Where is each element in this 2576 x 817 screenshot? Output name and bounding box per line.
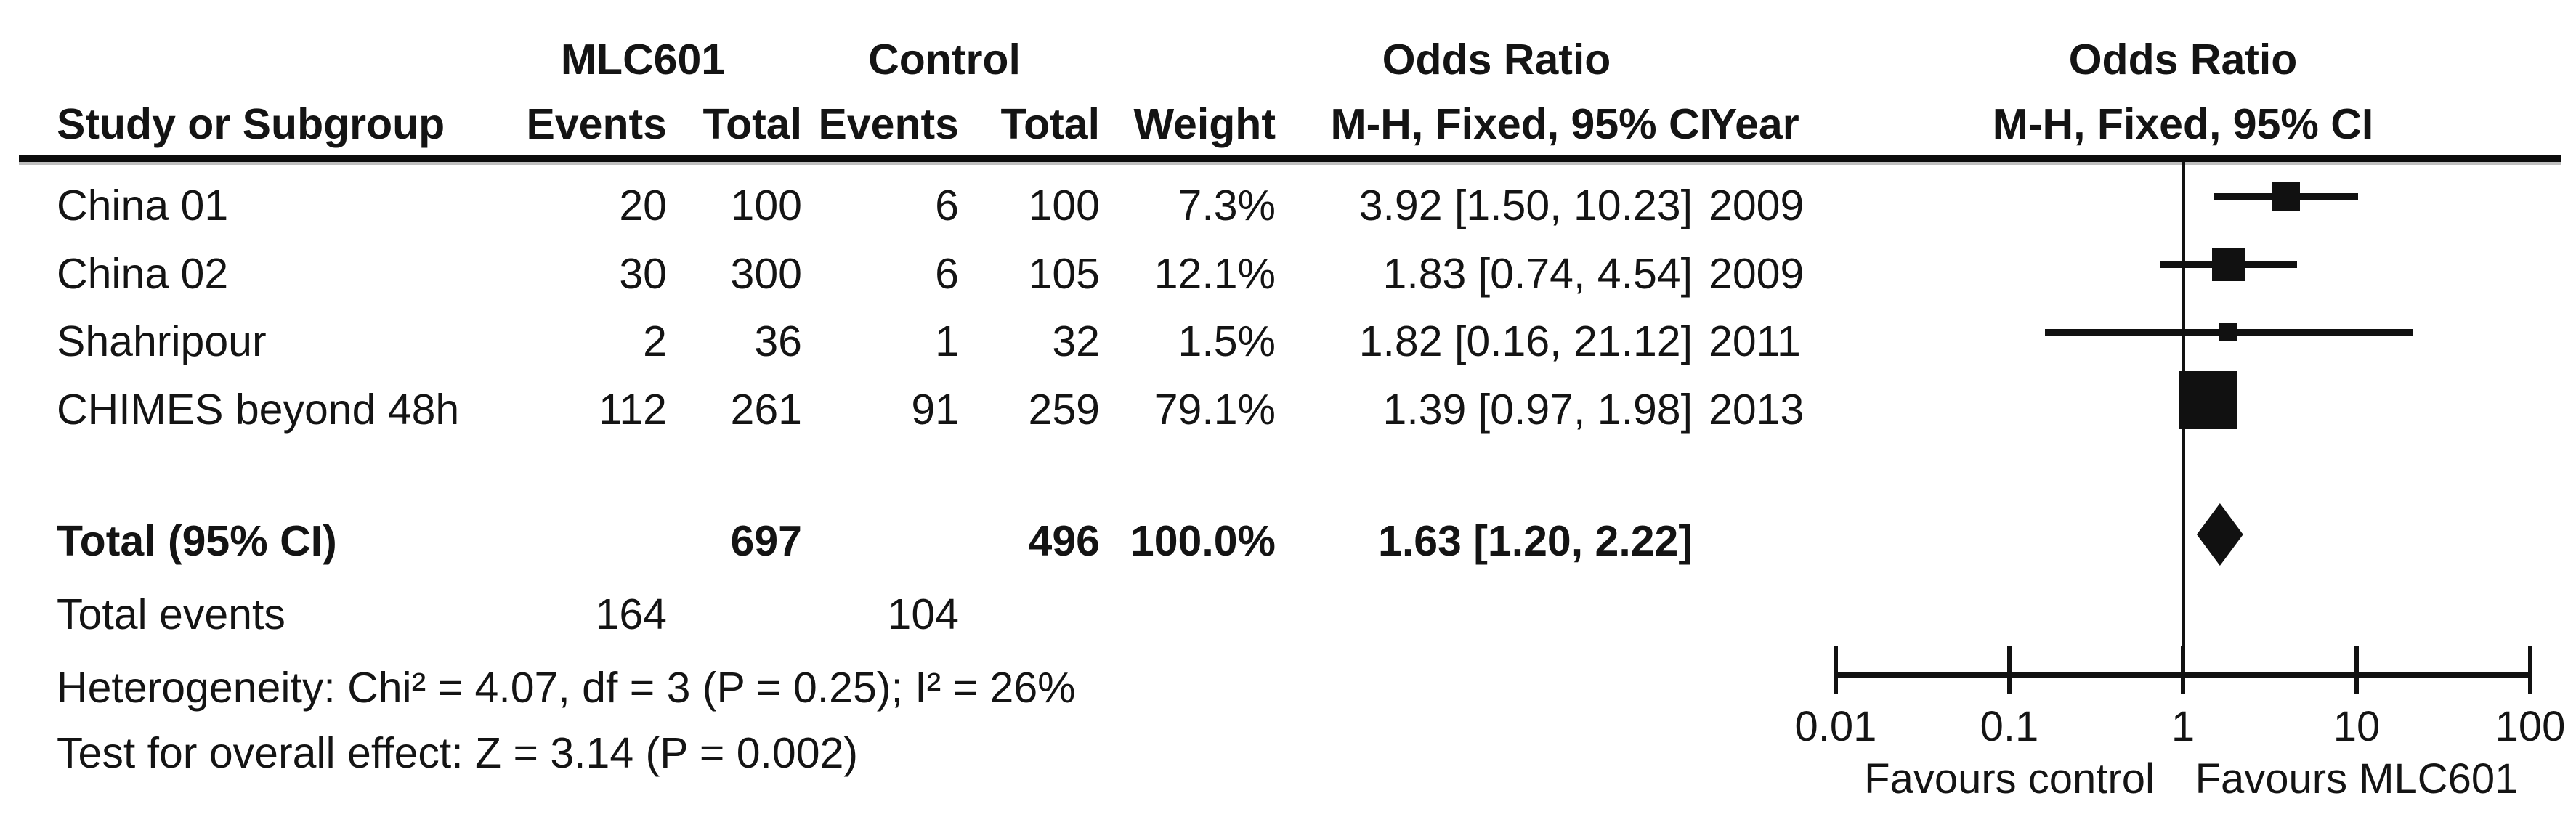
axis-tick — [2528, 646, 2532, 694]
weight: 7.3% — [1178, 182, 1276, 229]
total-control: 100 — [1028, 182, 1100, 229]
axis-tick — [2181, 646, 2185, 694]
events-control: 1 — [935, 317, 959, 365]
col-header-year: Year — [1709, 100, 1799, 148]
group-header-mlc601: MLC601 — [560, 36, 726, 84]
col-header-weight: Weight — [1133, 100, 1276, 148]
year: 2009 — [1709, 250, 1805, 298]
study-name: China 01 — [57, 182, 229, 229]
total-mlc601-sum: 697 — [730, 517, 802, 565]
events-control: 6 — [935, 182, 959, 229]
year: 2011 — [1709, 317, 1801, 365]
group-header-odds-ratio: Odds Ratio — [1382, 36, 1611, 84]
favours-left-label: Favours control — [1864, 755, 2155, 802]
total-mlc601: 36 — [754, 317, 802, 365]
col-header-events-control: Events — [818, 100, 959, 148]
col-header-total-mlc601: Total — [702, 100, 802, 148]
events-mlc601: 20 — [619, 182, 667, 229]
weight: 12.1% — [1154, 250, 1276, 298]
or-ci-text: 1.82 [0.16, 21.12] — [1358, 317, 1693, 365]
axis-tick-label: 0.1 — [1980, 703, 2039, 750]
summary-diamond — [2196, 503, 2243, 566]
axis-tick-label: 1 — [2171, 703, 2195, 750]
year: 2009 — [1709, 182, 1805, 229]
study-name: Shahripour — [57, 317, 267, 365]
or-square — [2211, 248, 2245, 281]
weight: 1.5% — [1178, 317, 1276, 365]
total-mlc601: 300 — [730, 250, 802, 298]
col-header-events-mlc601: Events — [526, 100, 667, 148]
events-control: 91 — [911, 386, 959, 434]
total-control: 105 — [1028, 250, 1100, 298]
or-ci-text: 3.92 [1.50, 10.23] — [1358, 182, 1693, 229]
axis-tick — [2354, 646, 2359, 694]
total-control-sum: 496 — [1028, 517, 1100, 565]
or-ci-text: 1.39 [0.97, 1.98] — [1382, 386, 1693, 434]
col-header-mh-ci: M-H, Fixed, 95% CI — [1330, 100, 1712, 148]
study-name: CHIMES beyond 48h — [57, 386, 460, 434]
total-or-ci-text: 1.63 [1.20, 2.22] — [1378, 517, 1693, 565]
group-header-control: Control — [868, 36, 1021, 84]
events-mlc601: 2 — [643, 317, 667, 365]
heterogeneity-stats: Heterogeneity: Chi² = 4.07, df = 3 (P = … — [57, 664, 1076, 712]
axis-tick-label: 0.01 — [1794, 703, 1877, 750]
study-name: China 02 — [57, 250, 229, 298]
total-events-label: Total events — [57, 590, 285, 638]
total-control: 259 — [1028, 386, 1100, 434]
col-header-total-control: Total — [1000, 100, 1100, 148]
weight: 79.1% — [1154, 386, 1276, 434]
events-control: 6 — [935, 250, 959, 298]
or-square — [2272, 182, 2301, 211]
header-rule — [19, 155, 2561, 162]
total-control: 32 — [1052, 317, 1100, 365]
or-ci-text: 1.83 [0.74, 4.54] — [1382, 250, 1693, 298]
axis-tick — [1834, 646, 1838, 694]
favours-right-label: Favours MLC601 — [2195, 755, 2519, 802]
total-mlc601: 261 — [730, 386, 802, 434]
axis-tick-label: 100 — [2495, 703, 2566, 750]
overall-effect-stats: Test for overall effect: Z = 3.14 (P = 0… — [57, 729, 859, 777]
total-mlc601: 100 — [730, 182, 802, 229]
total-weight: 100.0% — [1130, 517, 1276, 565]
plot-header-odds-ratio: Odds Ratio — [2068, 36, 2298, 84]
year: 2013 — [1709, 386, 1805, 434]
col-header-study: Study or Subgroup — [57, 100, 445, 148]
plot-header-mh-ci: M-H, Fixed, 95% CI — [1992, 100, 2374, 148]
events-mlc601: 112 — [598, 386, 667, 434]
or-square — [2179, 371, 2237, 429]
or-square — [2219, 323, 2237, 341]
axis-tick — [2007, 646, 2012, 694]
total-events-control: 104 — [887, 590, 959, 638]
axis-tick-label: 10 — [2333, 703, 2381, 750]
events-mlc601: 30 — [619, 250, 667, 298]
total-label: Total (95% CI) — [57, 517, 337, 565]
total-events-mlc601: 164 — [595, 590, 667, 638]
